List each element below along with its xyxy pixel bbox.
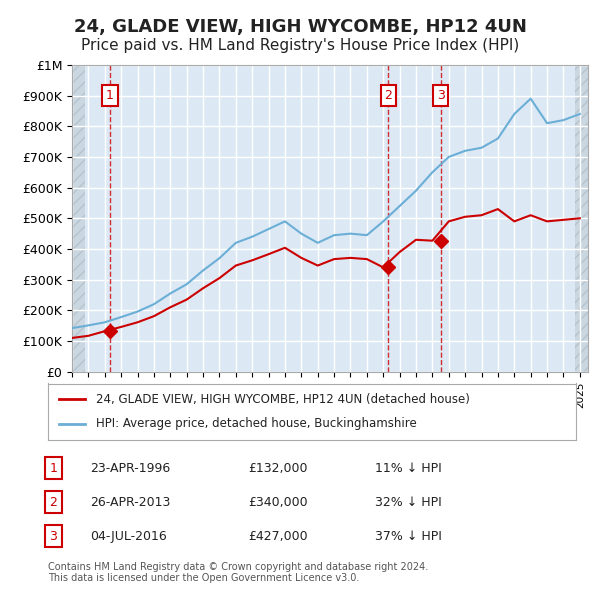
Text: 2: 2 (49, 496, 57, 509)
Text: 32% ↓ HPI: 32% ↓ HPI (376, 496, 442, 509)
Text: 2: 2 (385, 89, 392, 102)
Bar (575, 65, 588, 372)
Bar (72, 65, 85, 372)
Text: 24, GLADE VIEW, HIGH WYCOMBE, HP12 4UN: 24, GLADE VIEW, HIGH WYCOMBE, HP12 4UN (74, 18, 526, 36)
Text: £340,000: £340,000 (248, 496, 308, 509)
Text: 26-APR-2013: 26-APR-2013 (90, 496, 170, 509)
Text: 3: 3 (437, 89, 445, 102)
Text: 1: 1 (49, 461, 57, 475)
Text: £427,000: £427,000 (248, 530, 308, 543)
Text: HPI: Average price, detached house, Buckinghamshire: HPI: Average price, detached house, Buck… (95, 417, 416, 430)
Text: 3: 3 (49, 530, 57, 543)
Text: Contains HM Land Registry data © Crown copyright and database right 2024.
This d: Contains HM Land Registry data © Crown c… (48, 562, 428, 584)
Text: 1: 1 (106, 89, 114, 102)
Text: 11% ↓ HPI: 11% ↓ HPI (376, 461, 442, 475)
Text: 04-JUL-2016: 04-JUL-2016 (90, 530, 167, 543)
Text: 24, GLADE VIEW, HIGH WYCOMBE, HP12 4UN (detached house): 24, GLADE VIEW, HIGH WYCOMBE, HP12 4UN (… (95, 393, 469, 406)
Text: 23-APR-1996: 23-APR-1996 (90, 461, 170, 475)
Text: Price paid vs. HM Land Registry's House Price Index (HPI): Price paid vs. HM Land Registry's House … (81, 38, 519, 53)
Text: 37% ↓ HPI: 37% ↓ HPI (376, 530, 442, 543)
Text: £132,000: £132,000 (248, 461, 308, 475)
